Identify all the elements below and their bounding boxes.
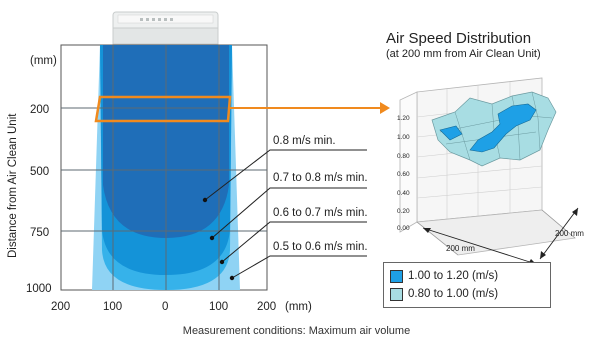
zone-label-4: 0.5 to 0.6 m/s min. — [273, 241, 368, 253]
legend-item-high: 1.00 to 1.20 (m/s) — [390, 268, 498, 284]
legend-item-low: 0.80 to 1.00 (m/s) — [390, 286, 498, 302]
z-tick-0.20: 0.20 — [397, 208, 410, 215]
z-tick-0.80: 0.80 — [397, 153, 410, 160]
highlight-200mm — [94, 95, 390, 123]
chart-subtitle: (at 200 mm from Air Clean Unit) — [386, 48, 541, 60]
z-tick-1.00: 1.00 — [397, 134, 410, 141]
z-tick-0.00: 0.00 — [397, 225, 410, 232]
y-axis-title: Distance from Air Clean Unit — [7, 113, 19, 258]
legend-swatch-low — [390, 287, 403, 301]
z-tick-0.60: 0.60 — [397, 171, 410, 178]
dimension-arrows — [422, 207, 579, 265]
y-tick-500: 500 — [30, 166, 49, 178]
x-tick-100-left: 100 — [103, 301, 122, 313]
x-tick-100-right: 100 — [209, 301, 228, 313]
chart-title-block: Air Speed Distribution (at 200 mm from A… — [386, 30, 541, 60]
x-tick-0: 0 — [162, 301, 168, 313]
z-tick-1.20: 1.20 — [397, 115, 410, 122]
x-tick-200-left: 200 — [51, 301, 70, 313]
x-unit-label: (mm) — [285, 301, 312, 313]
y-unit-label: (mm) — [30, 55, 57, 67]
surface-plot — [399, 77, 576, 256]
x-dimension-label: 200 mm — [446, 244, 475, 253]
legend-label-low: 0.80 to 1.00 (m/s) — [408, 288, 499, 300]
measurement-caption: Measurement conditions: Maximum air volu… — [182, 325, 411, 337]
y-tick-1000: 1000 — [26, 283, 52, 295]
y-tick-750: 750 — [30, 227, 49, 239]
legend-swatch-high — [390, 269, 403, 283]
air-clean-unit-image — [112, 11, 219, 45]
zone-label-1: 0.8 m/s min. — [273, 135, 336, 147]
zone-label-2: 0.7 to 0.8 m/s min. — [273, 172, 368, 184]
x-tick-200-right: 200 — [257, 301, 276, 313]
y-dimension-label: 200 mm — [555, 229, 584, 238]
zone-leaders — [204, 149, 367, 279]
legend-label-high: 1.00 to 1.20 (m/s) — [408, 270, 499, 282]
z-tick-0.40: 0.40 — [397, 190, 410, 197]
zone-label-3: 0.6 to 0.7 m/s min. — [273, 207, 368, 219]
y-tick-200: 200 — [30, 104, 49, 116]
legend: 1.00 to 1.20 (m/s) 0.80 to 1.00 (m/s) — [383, 262, 551, 308]
chart-title: Air Speed Distribution — [386, 30, 532, 47]
